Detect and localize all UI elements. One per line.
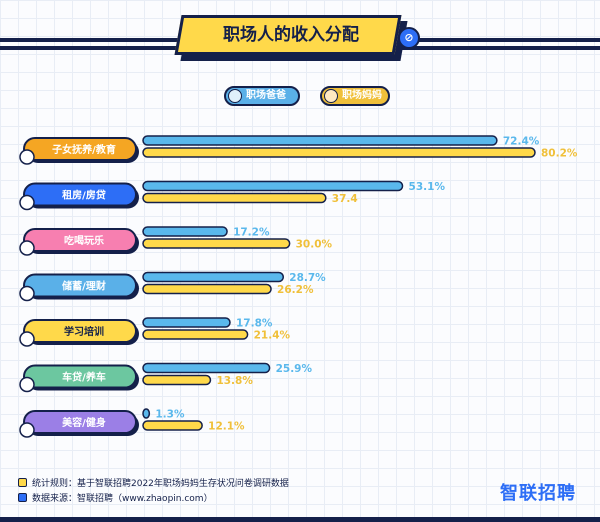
bar-mom bbox=[142, 238, 291, 249]
bar-dad bbox=[142, 408, 151, 419]
title-banner: 职场人的收入分配 bbox=[174, 15, 410, 63]
data-label: 53.1% bbox=[409, 181, 446, 193]
bar-mom bbox=[142, 147, 536, 158]
category-label: 子女抚养/教育 bbox=[52, 143, 116, 156]
data-label: 1.3% bbox=[155, 409, 185, 421]
bar-dad bbox=[142, 135, 498, 146]
mom-avatar-icon bbox=[324, 89, 338, 103]
data-label: 26.2% bbox=[277, 284, 314, 296]
category-pill bbox=[23, 364, 137, 389]
legend-dad: 职场爸爸 bbox=[224, 86, 300, 106]
data-label: 17.8% bbox=[236, 318, 273, 330]
cup-icon bbox=[19, 240, 35, 256]
bar-dad bbox=[142, 271, 285, 283]
category-label: 租房/房贷 bbox=[62, 189, 106, 202]
bottom-bar bbox=[0, 517, 600, 522]
category-label: 车贷/养车 bbox=[62, 371, 106, 384]
bar-mom bbox=[142, 329, 249, 340]
category-pill bbox=[23, 410, 137, 434]
bar-dad bbox=[142, 226, 228, 237]
bar-dad bbox=[142, 180, 404, 192]
footer-rule-text: 统计规则：基于智联招聘2022年职场妈妈生存状况问卷调研数据 bbox=[32, 479, 289, 489]
category-label: 吃喝玩乐 bbox=[64, 234, 104, 247]
books-icon bbox=[19, 331, 35, 347]
bar-mom bbox=[142, 283, 272, 295]
footer-source-marker bbox=[18, 493, 27, 502]
data-label: 80.2% bbox=[541, 148, 578, 160]
piggy-bank-icon bbox=[19, 285, 35, 302]
car-icon bbox=[19, 376, 35, 393]
legend-mom: 职场妈妈 bbox=[320, 86, 390, 106]
legend-mom-label: 职场妈妈 bbox=[342, 90, 382, 101]
brand-logo: 智联招聘 bbox=[500, 483, 576, 504]
category-pill bbox=[23, 228, 137, 252]
page-title: 职场人的收入分配 bbox=[223, 25, 359, 45]
data-label: 28.7% bbox=[289, 272, 326, 284]
footer-source: 数据来源：智联招聘（www.zhaopin.com） bbox=[18, 491, 213, 504]
footer-rule-marker bbox=[18, 478, 27, 487]
data-label: 25.9% bbox=[276, 363, 313, 375]
category-label: 学习培训 bbox=[64, 325, 104, 338]
data-label: 12.1% bbox=[208, 421, 245, 433]
data-label: 30.0% bbox=[296, 239, 333, 251]
dad-avatar-icon bbox=[228, 89, 242, 103]
category-pill bbox=[23, 273, 137, 298]
data-label: 13.8% bbox=[216, 375, 253, 387]
data-label: 72.4% bbox=[503, 136, 540, 148]
category-pill bbox=[23, 319, 137, 343]
title-badge-icon: ⊘ bbox=[398, 27, 420, 49]
data-label: 21.4% bbox=[254, 330, 291, 342]
category-pill bbox=[23, 182, 137, 207]
footer-source-text: 数据来源：智联招聘（www.zhaopin.com） bbox=[32, 494, 213, 504]
dumbbell-icon bbox=[19, 422, 35, 438]
category-label: 美容/健身 bbox=[62, 416, 106, 429]
scissors-pencil-icon bbox=[19, 149, 35, 165]
bar-dad bbox=[142, 362, 271, 374]
category-pill bbox=[23, 137, 137, 161]
bar-dad bbox=[142, 317, 231, 328]
bar-mom bbox=[142, 374, 212, 386]
category-label: 储蓄/理财 bbox=[61, 280, 106, 293]
data-label: 17.2% bbox=[233, 227, 270, 239]
bar-mom bbox=[142, 420, 203, 431]
data-label: 37.4 bbox=[332, 193, 358, 205]
footer-rule: 统计规则：基于智联招聘2022年职场妈妈生存状况问卷调研数据 bbox=[18, 476, 289, 489]
house-icon bbox=[19, 194, 35, 211]
legend-dad-label: 职场爸爸 bbox=[246, 90, 286, 101]
bar-mom bbox=[142, 192, 327, 204]
